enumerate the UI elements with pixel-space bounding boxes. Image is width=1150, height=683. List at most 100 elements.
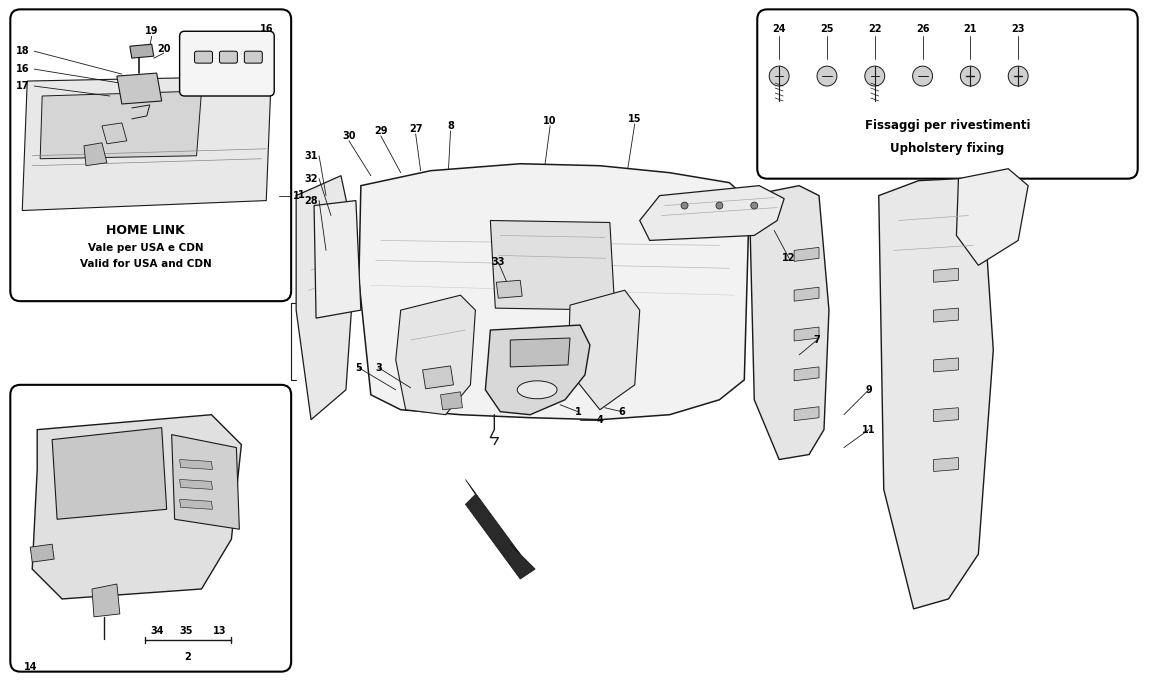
Text: 33: 33 xyxy=(491,257,505,267)
Polygon shape xyxy=(934,408,958,421)
Text: 3: 3 xyxy=(375,363,382,373)
Text: 25: 25 xyxy=(820,25,834,34)
Circle shape xyxy=(960,66,980,86)
Polygon shape xyxy=(568,290,639,410)
Text: 11: 11 xyxy=(862,425,875,434)
Polygon shape xyxy=(934,358,958,372)
Polygon shape xyxy=(297,176,355,419)
Polygon shape xyxy=(795,367,819,381)
Polygon shape xyxy=(934,458,958,471)
Polygon shape xyxy=(117,73,162,104)
Polygon shape xyxy=(30,544,54,562)
Polygon shape xyxy=(957,169,1028,265)
Polygon shape xyxy=(22,76,271,210)
Polygon shape xyxy=(40,91,201,158)
Polygon shape xyxy=(102,123,126,144)
FancyBboxPatch shape xyxy=(194,51,213,63)
Text: 19: 19 xyxy=(145,26,159,36)
Circle shape xyxy=(751,202,758,209)
Polygon shape xyxy=(179,460,213,469)
FancyBboxPatch shape xyxy=(10,10,291,301)
Polygon shape xyxy=(466,479,535,579)
Circle shape xyxy=(1009,66,1028,86)
Polygon shape xyxy=(795,247,819,262)
Text: Valid for USA and CDN: Valid for USA and CDN xyxy=(79,260,212,269)
FancyBboxPatch shape xyxy=(179,31,274,96)
Text: 22: 22 xyxy=(868,25,882,34)
Circle shape xyxy=(769,66,789,86)
Polygon shape xyxy=(84,143,107,166)
Text: Upholstery fixing: Upholstery fixing xyxy=(890,142,1005,155)
Polygon shape xyxy=(396,295,475,415)
Polygon shape xyxy=(422,366,453,389)
Polygon shape xyxy=(440,392,462,410)
Text: 29: 29 xyxy=(374,126,388,136)
Text: 13: 13 xyxy=(213,626,227,636)
Text: 32: 32 xyxy=(305,173,317,184)
FancyBboxPatch shape xyxy=(220,51,237,63)
Text: 20: 20 xyxy=(156,44,170,54)
Text: 4: 4 xyxy=(597,415,604,425)
Polygon shape xyxy=(490,221,615,310)
Ellipse shape xyxy=(518,381,557,399)
Polygon shape xyxy=(934,268,958,282)
Text: Vale per USA e CDN: Vale per USA e CDN xyxy=(87,243,204,253)
Text: 34: 34 xyxy=(150,626,163,636)
Polygon shape xyxy=(639,186,784,240)
Text: 27: 27 xyxy=(409,124,422,134)
Polygon shape xyxy=(359,164,750,419)
Text: 18: 18 xyxy=(15,46,29,56)
FancyBboxPatch shape xyxy=(757,10,1137,179)
Text: 8: 8 xyxy=(447,121,454,131)
Polygon shape xyxy=(497,280,522,298)
Circle shape xyxy=(716,202,723,209)
Text: 21: 21 xyxy=(964,25,978,34)
Polygon shape xyxy=(934,308,958,322)
Polygon shape xyxy=(485,325,590,415)
Text: 2: 2 xyxy=(184,652,191,662)
Text: 31: 31 xyxy=(305,151,317,161)
Polygon shape xyxy=(879,179,994,609)
Text: 16: 16 xyxy=(15,64,29,74)
Text: 17: 17 xyxy=(15,81,29,91)
Text: 16: 16 xyxy=(260,25,273,34)
Polygon shape xyxy=(750,186,829,460)
Polygon shape xyxy=(795,407,819,421)
Text: 23: 23 xyxy=(1012,25,1025,34)
Text: 30: 30 xyxy=(343,131,355,141)
Text: 5: 5 xyxy=(355,363,362,373)
Text: 26: 26 xyxy=(915,25,929,34)
Text: 28: 28 xyxy=(305,195,317,206)
Text: 10: 10 xyxy=(543,116,557,126)
Polygon shape xyxy=(314,201,361,318)
Polygon shape xyxy=(179,479,213,490)
Polygon shape xyxy=(92,584,120,617)
Circle shape xyxy=(865,66,884,86)
Text: 15: 15 xyxy=(628,114,642,124)
Text: 12: 12 xyxy=(782,253,796,264)
Text: 1: 1 xyxy=(575,406,582,417)
Polygon shape xyxy=(795,288,819,301)
Text: 1: 1 xyxy=(298,190,305,199)
Text: 35: 35 xyxy=(179,626,193,636)
Text: 6: 6 xyxy=(619,406,626,417)
Circle shape xyxy=(681,202,688,209)
Text: 24: 24 xyxy=(773,25,785,34)
Polygon shape xyxy=(130,44,154,58)
Text: Fissaggi per rivestimenti: Fissaggi per rivestimenti xyxy=(865,120,1030,133)
FancyBboxPatch shape xyxy=(244,51,262,63)
Polygon shape xyxy=(171,434,239,529)
Text: 9: 9 xyxy=(866,385,872,395)
Polygon shape xyxy=(795,327,819,341)
Circle shape xyxy=(816,66,837,86)
Text: 7: 7 xyxy=(814,335,820,345)
Polygon shape xyxy=(179,499,213,510)
Text: 1: 1 xyxy=(293,191,299,201)
Polygon shape xyxy=(52,428,167,519)
FancyBboxPatch shape xyxy=(10,385,291,671)
Polygon shape xyxy=(511,338,570,367)
Polygon shape xyxy=(32,415,242,599)
Text: 14: 14 xyxy=(23,662,37,671)
Text: HOME LINK: HOME LINK xyxy=(107,224,185,237)
Circle shape xyxy=(913,66,933,86)
